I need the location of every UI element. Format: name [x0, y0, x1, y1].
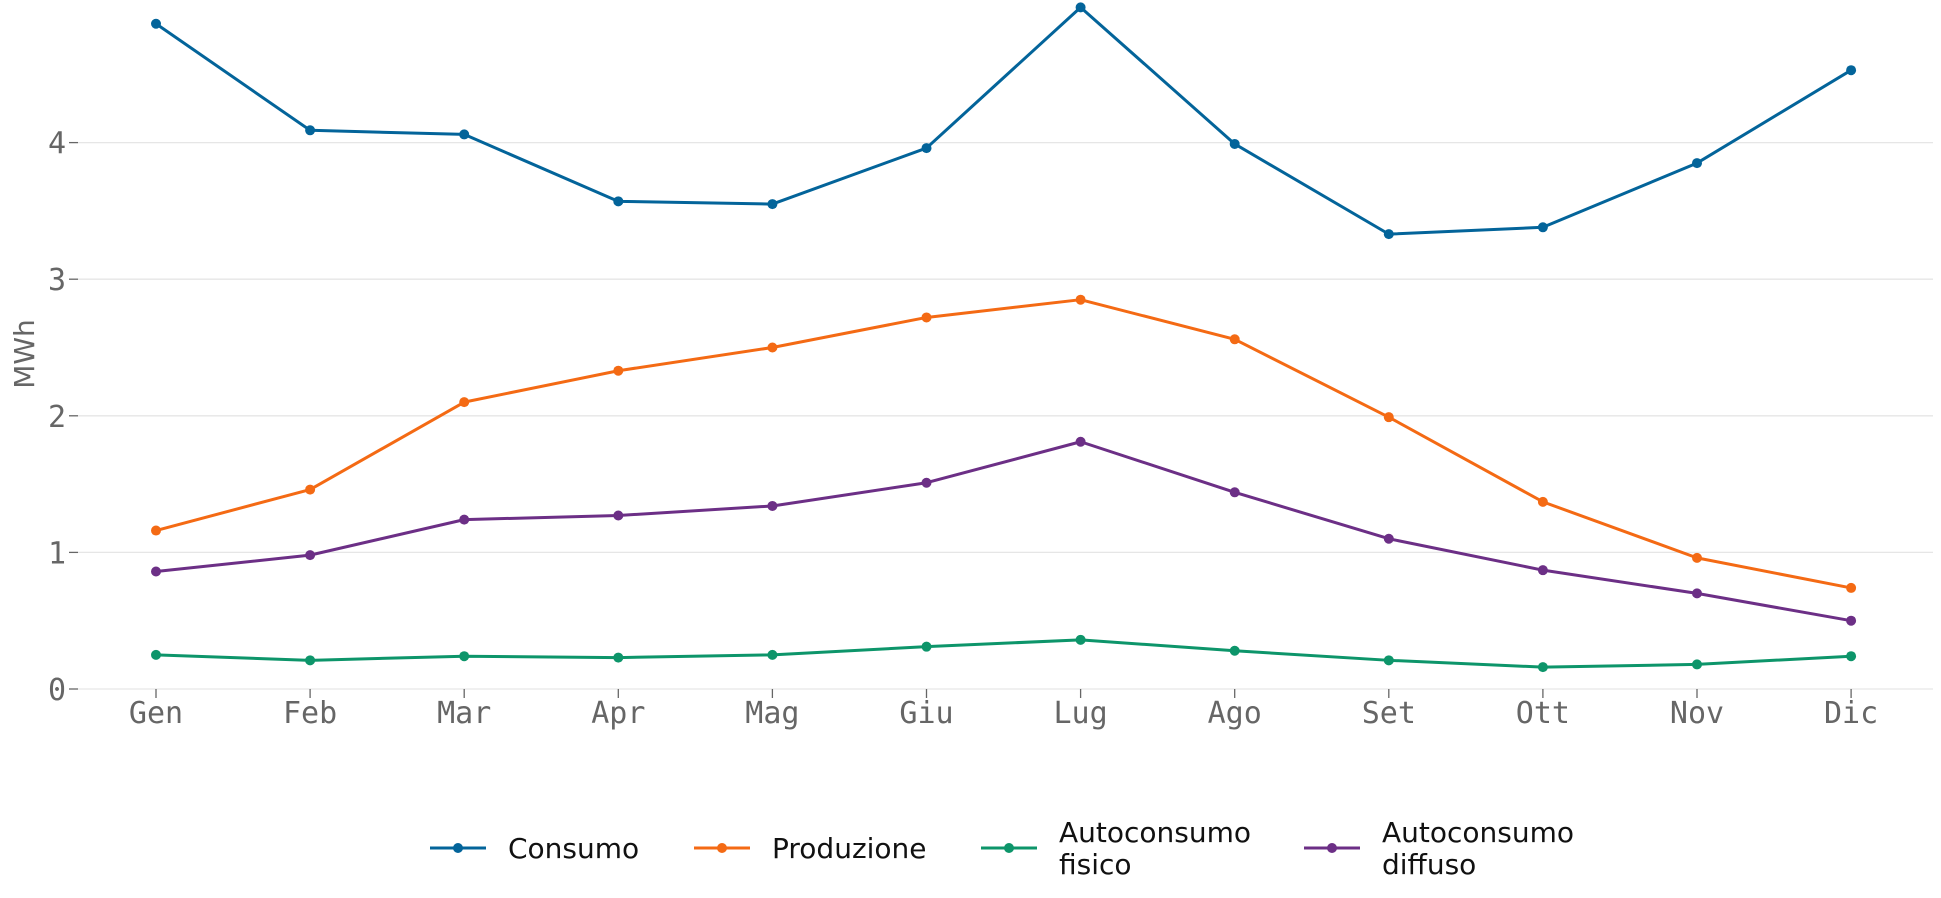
series-line — [155, 5, 1852, 236]
y-tick-label: 2 — [48, 400, 66, 435]
legend-swatch-marker — [1327, 843, 1337, 853]
data-point — [613, 365, 624, 376]
data-point — [1846, 615, 1857, 626]
y-tick-label: 3 — [48, 263, 66, 298]
series-produzione — [151, 294, 1857, 593]
x-axis-ticks: Gen Feb Mar Apr Mag Giu Lug Ago Set Ott Nov Dic — [129, 689, 1878, 731]
data-point — [1846, 651, 1857, 662]
data-point — [1383, 229, 1394, 240]
data-point — [1537, 496, 1548, 507]
x-tick-label: Ago — [1208, 696, 1262, 731]
series-autoconsumo-diffuso — [151, 436, 1857, 626]
data-point — [1692, 588, 1702, 599]
data-point — [1692, 659, 1702, 670]
data-point — [1537, 662, 1548, 673]
y-tick-label: 4 — [48, 127, 66, 162]
legend-label: Autoconsumo — [1382, 816, 1574, 849]
data-point — [1383, 412, 1394, 423]
y-tick-label: 0 — [48, 673, 66, 708]
y-axis-ticks: 0 1 2 3 4 — [48, 127, 78, 708]
data-point — [921, 477, 932, 488]
data-point — [1846, 65, 1857, 76]
data-point — [151, 525, 161, 536]
data-point — [151, 566, 161, 577]
legend-label: Produzione — [772, 832, 927, 865]
data-point — [613, 652, 624, 663]
legend-label: diffuso — [1382, 848, 1476, 881]
data-point — [1537, 565, 1548, 576]
x-tick-label: Set — [1362, 696, 1416, 731]
series-layer — [151, 2, 1857, 673]
data-point — [1229, 138, 1240, 149]
y-tick-label: 1 — [48, 536, 66, 571]
x-tick-label: Ott — [1516, 696, 1570, 731]
x-tick-label: Dic — [1824, 696, 1878, 731]
legend-label: Autoconsumo — [1059, 816, 1251, 849]
data-point — [151, 649, 161, 660]
data-point — [767, 199, 778, 210]
data-point — [459, 397, 470, 408]
data-point — [767, 649, 778, 660]
data-point — [1075, 634, 1086, 645]
x-tick-label: Apr — [591, 696, 645, 731]
data-point — [305, 125, 316, 136]
data-point — [459, 129, 470, 140]
data-point — [1846, 582, 1857, 593]
x-tick-label: Nov — [1670, 696, 1724, 731]
legend-label: Consumo — [508, 832, 639, 865]
data-point — [305, 655, 316, 666]
data-point — [1692, 552, 1702, 563]
y-grid — [78, 141, 1933, 554]
x-tick-label: Lug — [1054, 696, 1108, 731]
x-tick-label: Gen — [129, 696, 183, 731]
legend-item: Produzione — [694, 832, 927, 865]
series-line — [155, 440, 1852, 623]
legend-swatch-marker — [1004, 843, 1014, 853]
data-point — [613, 196, 624, 207]
data-point — [1383, 655, 1394, 666]
legend-swatch-marker — [453, 843, 463, 853]
data-point — [767, 500, 778, 511]
data-point — [921, 641, 932, 652]
series-consumo — [151, 2, 1857, 240]
data-point — [1537, 222, 1548, 233]
data-point — [1383, 533, 1394, 544]
data-point — [1229, 645, 1240, 656]
data-point — [613, 510, 624, 521]
data-point — [459, 514, 470, 525]
x-tick-label: Feb — [283, 696, 337, 731]
legend-swatch-marker — [717, 843, 727, 853]
data-point — [151, 18, 161, 29]
data-point — [1692, 158, 1702, 169]
series-line — [155, 638, 1852, 669]
data-point — [305, 550, 316, 561]
data-point — [305, 484, 316, 495]
series-line — [155, 298, 1852, 590]
y-axis-title: MWh — [8, 319, 41, 389]
data-point — [1075, 294, 1086, 305]
data-point — [459, 651, 470, 662]
data-point — [921, 143, 932, 154]
series-autoconsumo-fisico — [151, 634, 1857, 673]
data-point — [1229, 487, 1240, 498]
x-tick-label: Giu — [899, 696, 953, 731]
data-point — [1075, 2, 1086, 13]
x-tick-label: Mag — [745, 696, 799, 731]
data-point — [1075, 436, 1086, 447]
legend-label: fisico — [1059, 848, 1132, 881]
data-point — [921, 312, 932, 323]
x-tick-label: Mar — [437, 696, 491, 731]
legend-item: Consumo — [430, 832, 639, 865]
data-point — [1229, 334, 1240, 345]
legend: Consumo Produzione AutoconsumofisicoAutoco… — [430, 816, 1574, 881]
data-point — [767, 342, 778, 353]
